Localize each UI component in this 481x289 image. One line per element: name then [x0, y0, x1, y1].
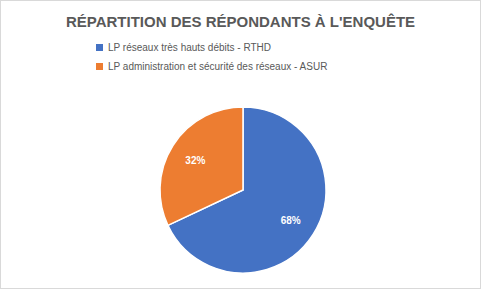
- data-labels: 68% 32%: [185, 155, 300, 226]
- chart-title: RÉPARTITION DES RÉPONDANTS À L'ENQUÊTE: [66, 13, 415, 30]
- pie-chart: RÉPARTITION DES RÉPONDANTS À L'ENQUÊTE LP…: [0, 0, 481, 289]
- chart-frame: [1, 1, 481, 289]
- pie: [160, 107, 326, 273]
- chart-container: RÉPARTITION DES RÉPONDANTS À L'ENQUÊTE LP…: [0, 0, 481, 289]
- legend-label: LP réseaux très hauts débits - RTHD: [108, 42, 271, 53]
- legend-label: LP administration et sécurité des réseau…: [108, 61, 327, 72]
- pie-slice: [160, 107, 243, 225]
- data-label: 32%: [185, 155, 205, 166]
- data-label: 68%: [281, 215, 301, 226]
- legend: LP réseaux très hauts débits - RTHD LP ad…: [96, 42, 327, 72]
- legend-swatch: [96, 44, 103, 51]
- legend-swatch: [96, 63, 103, 70]
